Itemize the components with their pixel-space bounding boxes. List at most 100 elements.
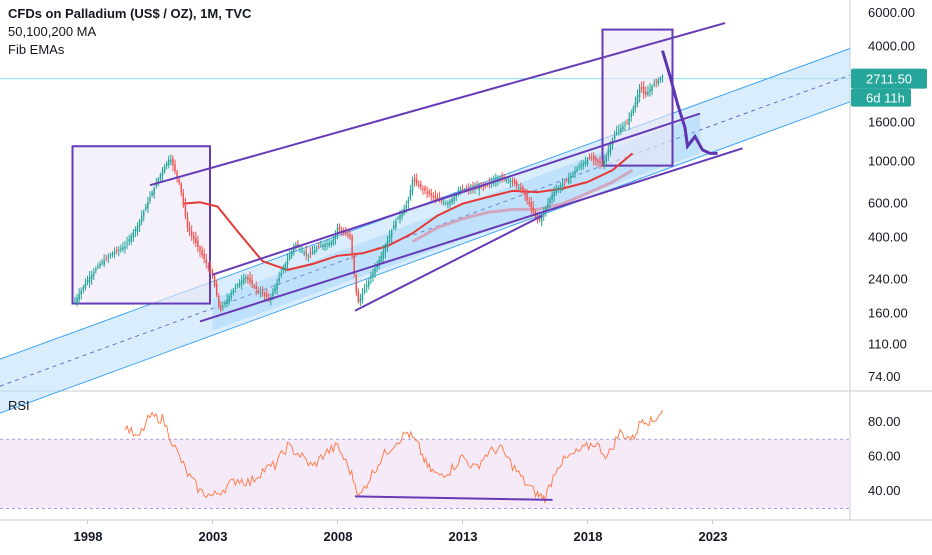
candle-body[interactable] xyxy=(532,207,535,213)
candle-body[interactable] xyxy=(130,235,133,242)
candle-body[interactable] xyxy=(428,191,430,195)
candle-body[interactable] xyxy=(186,217,189,228)
candle-body[interactable] xyxy=(157,179,160,184)
candle-body[interactable] xyxy=(540,216,543,222)
candle-body[interactable] xyxy=(584,161,587,165)
candle-body[interactable] xyxy=(547,203,549,208)
rsi-line[interactable] xyxy=(124,409,663,504)
candle-body[interactable] xyxy=(324,244,326,248)
candle-body[interactable] xyxy=(163,166,166,172)
candle-body[interactable] xyxy=(593,155,595,160)
candle-body[interactable] xyxy=(434,195,437,199)
candle-body[interactable] xyxy=(326,243,328,245)
candle-body[interactable] xyxy=(378,259,380,267)
candle-body[interactable] xyxy=(307,255,310,257)
candle-body[interactable] xyxy=(372,272,374,277)
candle-body[interactable] xyxy=(461,188,464,191)
candle-body[interactable] xyxy=(315,248,318,250)
candle-body[interactable] xyxy=(451,199,453,203)
candle-body[interactable] xyxy=(182,192,185,205)
candle-body[interactable] xyxy=(226,299,228,304)
candle-body[interactable] xyxy=(424,186,426,191)
candle-body[interactable] xyxy=(445,202,447,204)
candle-body[interactable] xyxy=(259,292,262,294)
candle-body[interactable] xyxy=(409,189,412,199)
candle-body[interactable] xyxy=(659,77,662,80)
candle-body[interactable] xyxy=(526,194,528,200)
candle-body[interactable] xyxy=(505,179,508,181)
candle-body[interactable] xyxy=(518,187,520,189)
candle-body[interactable] xyxy=(90,274,93,279)
countdown-badge[interactable] xyxy=(851,88,911,107)
candle-body[interactable] xyxy=(328,242,330,246)
candle-body[interactable] xyxy=(111,253,114,256)
candle-body[interactable] xyxy=(153,188,155,195)
candle-body[interactable] xyxy=(276,282,278,290)
candle-body[interactable] xyxy=(199,247,201,251)
candle-body[interactable] xyxy=(174,164,176,172)
candle-body[interactable] xyxy=(322,245,324,248)
candle-body[interactable] xyxy=(228,296,230,302)
last-price-badge[interactable] xyxy=(851,68,927,89)
candle-body[interactable] xyxy=(209,265,212,273)
candle-body[interactable] xyxy=(586,159,589,164)
candle-body[interactable] xyxy=(420,183,422,188)
candle-body[interactable] xyxy=(399,214,401,220)
candle-body[interactable] xyxy=(501,176,503,179)
candle-body[interactable] xyxy=(649,88,651,93)
candle-body[interactable] xyxy=(590,157,593,159)
candle-body[interactable] xyxy=(595,157,597,161)
candle-body[interactable] xyxy=(413,178,416,182)
candle-body[interactable] xyxy=(436,197,439,200)
candle-body[interactable] xyxy=(238,282,241,287)
candle-body[interactable] xyxy=(95,269,97,271)
candle-body[interactable] xyxy=(134,229,137,232)
candle-body[interactable] xyxy=(74,301,76,303)
candle-body[interactable] xyxy=(293,246,295,252)
candle-body[interactable] xyxy=(555,189,558,193)
candle-body[interactable] xyxy=(645,91,647,95)
candle-body[interactable] xyxy=(374,268,376,275)
candle-body[interactable] xyxy=(265,293,268,297)
candle-body[interactable] xyxy=(553,191,555,197)
candle-body[interactable] xyxy=(368,280,370,287)
candle-body[interactable] xyxy=(597,159,599,163)
candle-body[interactable] xyxy=(384,246,387,253)
indicator-ma-label[interactable]: 50,100,200 MA xyxy=(8,24,97,39)
candle-body[interactable] xyxy=(630,113,633,117)
candle-body[interactable] xyxy=(418,185,420,187)
candle-body[interactable] xyxy=(407,199,410,204)
projection-path[interactable] xyxy=(661,50,718,155)
candle-body[interactable] xyxy=(136,225,139,232)
candle-body[interactable] xyxy=(297,243,299,247)
candle-body[interactable] xyxy=(251,279,253,285)
candle-body[interactable] xyxy=(247,277,249,280)
candle-body[interactable] xyxy=(309,252,312,254)
candle-body[interactable] xyxy=(382,251,385,259)
candle-body[interactable] xyxy=(453,196,455,202)
candle-body[interactable] xyxy=(257,290,260,292)
candle-body[interactable] xyxy=(401,211,403,217)
candle-body[interactable] xyxy=(115,249,118,251)
candle-body[interactable] xyxy=(513,180,516,184)
candle-body[interactable] xyxy=(330,242,333,245)
candle-body[interactable] xyxy=(351,236,353,256)
candle-body[interactable] xyxy=(643,86,645,94)
candle-body[interactable] xyxy=(213,276,216,286)
candle-body[interactable] xyxy=(278,277,280,282)
candle-body[interactable] xyxy=(172,158,174,166)
candle-body[interactable] xyxy=(440,200,443,202)
candle-body[interactable] xyxy=(155,183,158,187)
resistance-trendline[interactable] xyxy=(149,22,726,187)
candle-body[interactable] xyxy=(86,279,89,283)
candle-body[interactable] xyxy=(365,284,368,287)
candle-body[interactable] xyxy=(447,203,449,205)
candle-body[interactable] xyxy=(449,201,451,205)
candle-body[interactable] xyxy=(132,232,135,238)
candle-body[interactable] xyxy=(538,217,541,221)
candle-body[interactable] xyxy=(230,292,233,298)
candle-body[interactable] xyxy=(615,131,618,134)
candle-body[interactable] xyxy=(386,240,389,248)
